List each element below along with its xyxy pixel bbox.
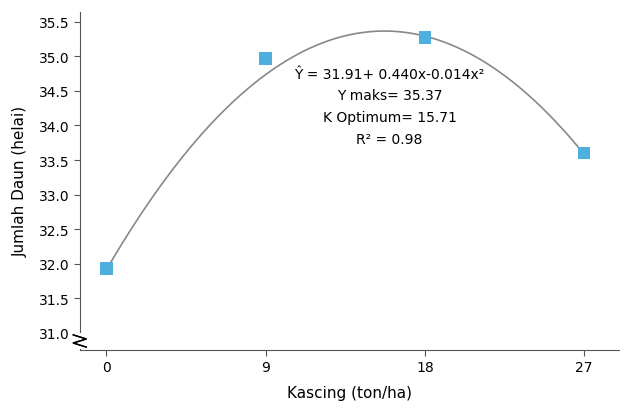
Y-axis label: Jumlah Daun (helai): Jumlah Daun (helai) bbox=[13, 106, 28, 256]
Point bbox=[579, 150, 589, 157]
Point bbox=[420, 36, 430, 42]
Bar bbox=[71, 333, 88, 349]
X-axis label: Kascing (ton/ha): Kascing (ton/ha) bbox=[287, 386, 412, 401]
Point bbox=[260, 56, 270, 63]
Text: Ŷ = 31.91+ 0.440x-0.014x²
Y maks= 35.37
K Optimum= 15.71
R² = 0.98: Ŷ = 31.91+ 0.440x-0.014x² Y maks= 35.37 … bbox=[295, 68, 485, 147]
Point bbox=[101, 266, 111, 272]
